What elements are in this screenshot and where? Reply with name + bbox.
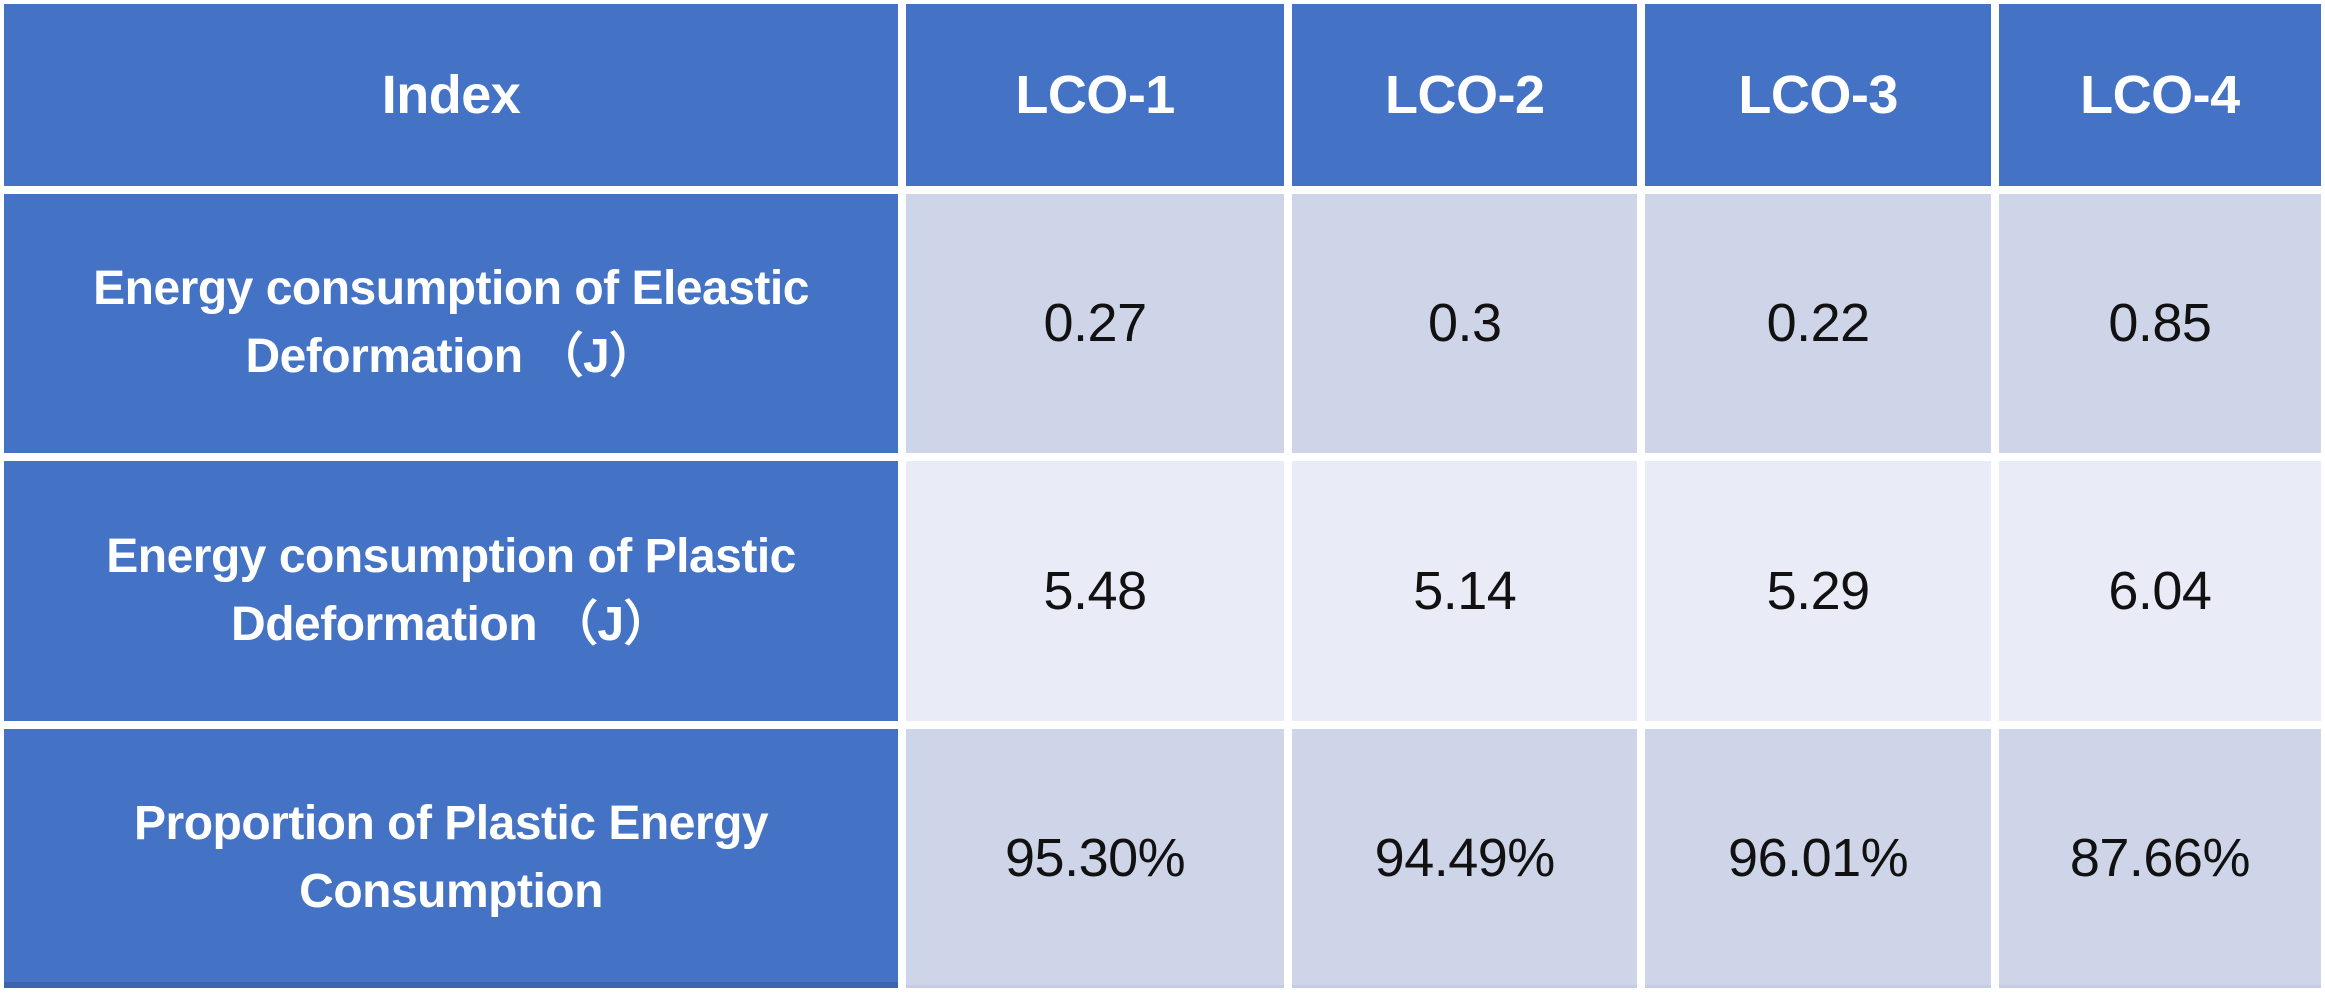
- cell-plastic-lco-4: 6.04: [1994, 457, 2325, 725]
- cell-elastic-lco-1: 0.27: [902, 189, 1289, 458]
- header-cell-lco-1: LCO-1: [902, 0, 1289, 190]
- row-label-elastic-energy: Energy consumption of Eleastic Deformati…: [0, 189, 903, 458]
- header-cell-lco-3: LCO-3: [1641, 0, 1995, 190]
- cell-plastic-lco-2: 5.14: [1288, 457, 1642, 725]
- header-cell-index: Index: [0, 0, 903, 190]
- cell-elastic-lco-4: 0.85: [1994, 189, 2325, 458]
- cell-plastic-lco-3: 5.29: [1641, 457, 1995, 725]
- header-cell-lco-2: LCO-2: [1288, 0, 1642, 190]
- cell-plastic-lco-1: 5.48: [902, 457, 1289, 725]
- cell-proportion-lco-3: 96.01%: [1641, 724, 1995, 992]
- row-label-plastic-energy: Energy consumption of Plastic Ddeformati…: [0, 457, 903, 725]
- cell-proportion-lco-4: 87.66%: [1994, 724, 2325, 992]
- cell-proportion-lco-2: 94.49%: [1288, 724, 1642, 992]
- table-header-row: Index LCO-1 LCO-2 LCO-3 LCO-4: [0, 0, 2325, 190]
- table-row-plastic-energy: Energy consumption of Plastic Ddeformati…: [0, 457, 2325, 725]
- table-row-elastic-energy: Energy consumption of Eleastic Deformati…: [0, 189, 2325, 458]
- cell-elastic-lco-3: 0.22: [1641, 189, 1995, 458]
- header-cell-lco-4: LCO-4: [1994, 0, 2325, 190]
- table-row-plastic-proportion: Proportion of Plastic Energy Consumption…: [0, 724, 2325, 992]
- cell-elastic-lco-2: 0.3: [1288, 189, 1642, 458]
- cell-proportion-lco-1: 95.30%: [902, 724, 1289, 992]
- row-label-plastic-proportion: Proportion of Plastic Energy Consumption: [0, 724, 903, 992]
